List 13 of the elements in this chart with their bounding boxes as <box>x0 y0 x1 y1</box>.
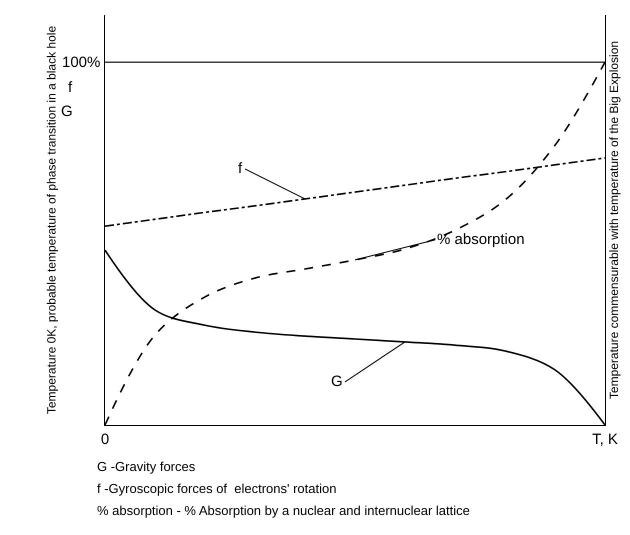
text: % absorption - % Absorption by a nuclear and internuclear lattice <box>97 503 470 518</box>
text: f -Gyroscopic forces of electrons' rotation <box>97 481 336 496</box>
x-tick-label: T, K <box>592 431 618 448</box>
series-label: % absorption <box>437 231 525 248</box>
text: G <box>61 103 73 120</box>
ref-line-label: 100% <box>62 54 100 71</box>
x-tick-label: 0 <box>100 431 110 448</box>
y-axis-title: Temperature 0K, probable temperature of phase transition in a black hole <box>44 26 58 414</box>
text: G -Gravity forces <box>97 459 196 474</box>
y2-axis-title: Temperature commensurable with temperature of the Big Explosion <box>606 40 621 400</box>
text: f <box>68 79 73 96</box>
text: f <box>238 160 243 177</box>
text: G <box>331 373 343 390</box>
